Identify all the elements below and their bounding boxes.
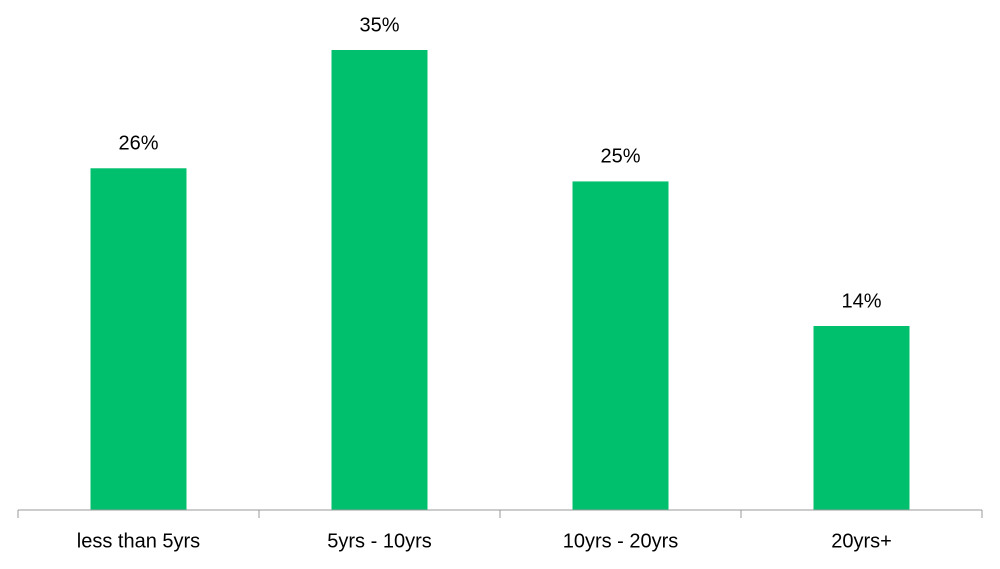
value-label: 26% (118, 133, 158, 155)
value-label: 35% (359, 14, 399, 36)
x-tick-label: less than 5yrs (77, 530, 200, 552)
bar (813, 326, 910, 510)
bar (90, 168, 187, 511)
value-label: 25% (600, 146, 640, 168)
x-tick-label: 10yrs - 20yrs (563, 530, 679, 552)
bar (331, 50, 428, 510)
bar (572, 181, 669, 510)
x-tick-label: 20yrs+ (831, 530, 892, 552)
value-label: 14% (841, 290, 881, 312)
x-tick-label: 5yrs - 10yrs (327, 530, 431, 552)
